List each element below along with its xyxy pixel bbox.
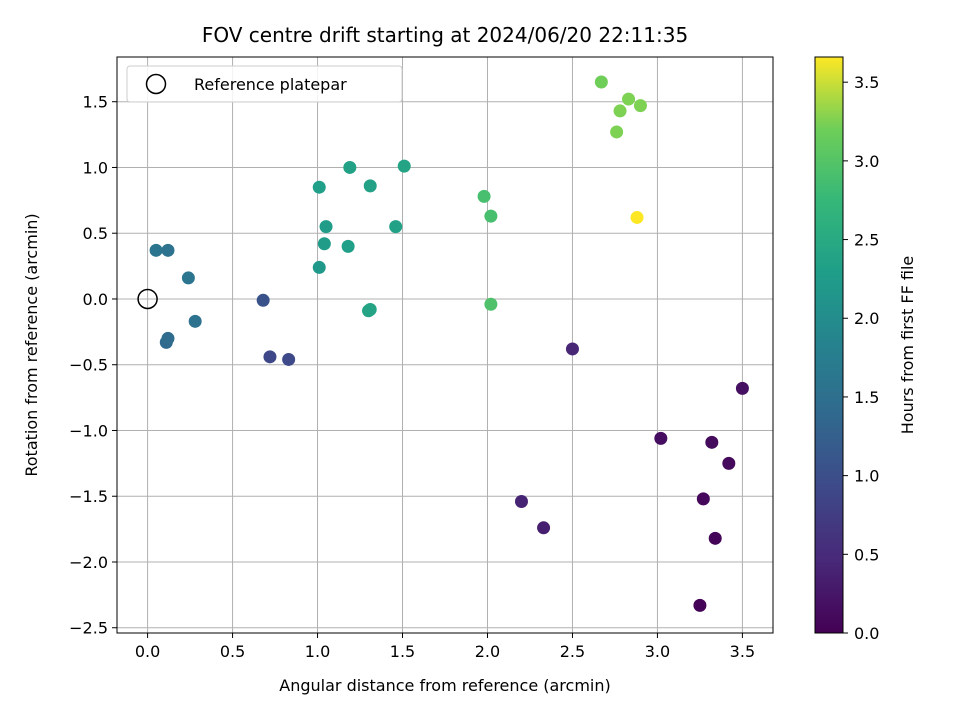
x-tick-label: 3.5 <box>730 642 755 661</box>
x-tick-label: 0.5 <box>220 642 245 661</box>
scatter-point <box>484 209 498 223</box>
x-axis-ticks: 0.0 0.5 1.0 1.5 2.0 2.5 3.0 3.5 <box>135 633 755 661</box>
x-tick-label: 2.0 <box>475 642 500 661</box>
colorbar-tick-label: 2.0 <box>854 309 879 328</box>
scatter-point <box>565 342 579 356</box>
colorbar-ticks: 0.0 0.5 1.0 1.5 2.0 2.5 3.0 3.5 <box>843 73 879 643</box>
colorbar-gradient <box>815 57 843 633</box>
y-tick-label: 1.0 <box>83 158 108 177</box>
plot-frame <box>116 56 774 634</box>
scatter-point <box>312 260 326 274</box>
legend-reference-marker <box>145 73 167 95</box>
scatter-point <box>256 293 270 307</box>
x-tick-label: 2.5 <box>560 642 585 661</box>
scatter-point <box>708 531 722 545</box>
scatter-point <box>594 75 608 89</box>
chart-title: FOV centre drift starting at 2024/06/20 … <box>202 23 688 47</box>
scatter-point <box>263 350 277 364</box>
scatter-point <box>693 598 707 612</box>
y-axis-ticks: −2.5 −2.0 −1.5 −1.0 −0.5 0.0 0.5 1.0 1.5 <box>69 93 117 638</box>
scatter-point <box>397 159 411 173</box>
y-tick-label: −1.5 <box>69 487 108 506</box>
legend: Reference platepar <box>126 65 403 103</box>
y-tick-label: −2.0 <box>69 553 108 572</box>
x-axis-label: Angular distance from reference (arcmin) <box>279 676 610 695</box>
x-tick-label: 1.5 <box>390 642 415 661</box>
scatter-point <box>363 179 377 193</box>
x-tick-label: 0.0 <box>135 642 160 661</box>
scatter-point <box>514 494 528 508</box>
scatter-point <box>161 243 175 257</box>
colorbar-frame <box>814 56 844 634</box>
x-tick-label: 1.0 <box>305 642 330 661</box>
grid-lines <box>117 57 773 633</box>
scatter-point <box>317 237 331 251</box>
scatter-point <box>319 220 333 234</box>
scatter-point <box>484 297 498 311</box>
y-tick-label: −2.5 <box>69 619 108 638</box>
scatter-point <box>537 521 551 535</box>
scatter-point <box>622 92 636 106</box>
reference-platepar-marker <box>137 288 158 310</box>
scatter-point <box>181 271 195 285</box>
scatter-point <box>735 381 749 395</box>
scatter-point <box>722 456 736 470</box>
scatter-point <box>161 331 175 345</box>
scatter-points <box>137 75 749 612</box>
legend-entry-reference: Reference platepar <box>194 75 347 94</box>
colorbar-tick-label: 1.0 <box>854 467 879 486</box>
scatter-point <box>282 352 296 366</box>
y-tick-label: 0.5 <box>83 224 108 243</box>
colorbar-tick-label: 1.5 <box>854 388 879 407</box>
scatter-point <box>613 104 627 118</box>
y-tick-label: 0.0 <box>83 290 108 309</box>
scatter-point <box>630 210 644 224</box>
colorbar-tick-label: 2.5 <box>854 231 879 250</box>
scatter-point <box>654 431 668 445</box>
colorbar-tick-label: 0.5 <box>854 545 879 564</box>
colorbar-label: Hours from first FF file <box>898 256 917 435</box>
legend-box <box>126 65 403 103</box>
scatter-point <box>633 99 647 113</box>
colorbar-tick-label: 0.0 <box>854 624 879 643</box>
y-tick-label: 1.5 <box>83 93 108 112</box>
scatter-point <box>696 492 710 506</box>
scatter-point <box>341 239 355 253</box>
scatter-point <box>343 160 357 174</box>
scatter-point <box>705 435 719 449</box>
scatter-point <box>312 180 326 194</box>
y-axis-label: Rotation from reference (arcmin) <box>22 213 41 476</box>
scatter-point <box>477 189 491 203</box>
x-tick-label: 3.0 <box>645 642 670 661</box>
scatter-point <box>149 243 163 257</box>
scatter-point <box>188 314 202 328</box>
scatter-point <box>362 304 376 318</box>
colorbar-tick-label: 3.5 <box>854 73 879 92</box>
scatter-point <box>389 220 403 234</box>
y-tick-label: −0.5 <box>69 356 108 375</box>
colorbar-tick-label: 3.0 <box>854 152 879 171</box>
y-tick-label: −1.0 <box>69 421 108 440</box>
scatter-point <box>610 125 624 139</box>
